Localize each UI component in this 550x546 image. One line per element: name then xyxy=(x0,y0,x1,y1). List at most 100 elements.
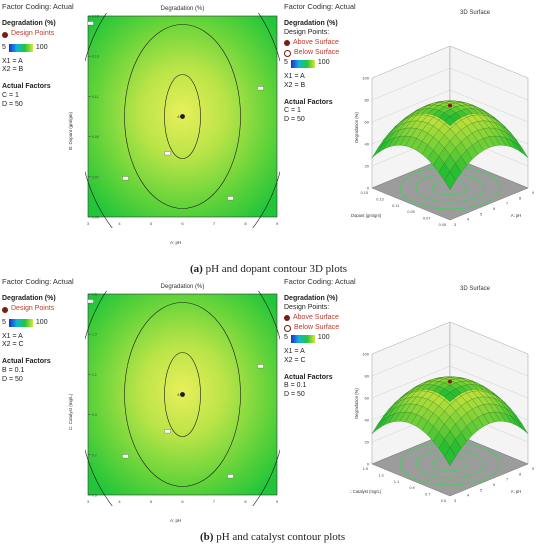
gradient-bar xyxy=(8,44,33,53)
actual-factor-2: D = 50 xyxy=(2,375,23,383)
x-tick-label: 6 xyxy=(493,483,495,487)
gradient-max: 100 xyxy=(35,318,48,326)
color-gradient-legend: 5 100 xyxy=(284,334,364,343)
gradient-max: 100 xyxy=(317,59,330,67)
x-tick-label: 8 xyxy=(244,499,247,504)
x2-mapping: X2 = B xyxy=(2,66,24,74)
y-tick-label: 0.09 xyxy=(407,210,414,214)
y-tick-label: 0.13 xyxy=(376,197,383,201)
z-tick-label: 40 xyxy=(365,142,370,147)
x-tick-label: 8 xyxy=(244,221,247,226)
y-tick-label: 1.1 xyxy=(394,480,399,484)
y-tick-label: 1.1 xyxy=(92,373,97,377)
x-tick-label: 6 xyxy=(493,207,495,211)
x-axis-title: A: pH xyxy=(511,213,521,218)
y-tick-label: 1.3 xyxy=(92,333,97,337)
color-gradient-legend: 5 100 xyxy=(284,59,364,68)
design-point-label: 6 xyxy=(178,115,180,119)
gradient-min: 5 xyxy=(284,59,288,67)
contour-value-box xyxy=(122,454,129,459)
z-tick-label: 80 xyxy=(365,374,370,379)
x-tick-label: 7 xyxy=(506,478,508,482)
contour-line xyxy=(124,302,241,487)
actual-factors-label: Actual Factors xyxy=(284,98,333,106)
x-tick-label: 9 xyxy=(276,499,279,504)
design-points-header: Design Points: xyxy=(284,304,330,312)
z-axis-title: Degradation (%) xyxy=(354,112,359,143)
z-grid-line xyxy=(371,321,529,355)
contour-value-box xyxy=(164,429,171,434)
actual-factor-1: B = 0.1 xyxy=(2,366,25,374)
below-surface-marker-icon xyxy=(284,324,291,332)
x-tick-label: 4 xyxy=(118,221,121,226)
x2-mapping: X2 = C xyxy=(2,341,24,349)
x-tick-label: 3 xyxy=(87,499,90,504)
gradient-bar xyxy=(8,319,33,328)
design-point-label: 6 xyxy=(178,393,180,397)
x-tick-label: 5 xyxy=(480,488,482,492)
z-grid-line xyxy=(371,343,529,377)
surface-facet xyxy=(444,392,456,402)
y-tick-label: 0.07 xyxy=(423,217,430,221)
actual-factors-label: Actual Factors xyxy=(284,373,333,381)
contour-value-box xyxy=(257,364,264,369)
z-grid-line xyxy=(371,67,529,101)
y-tick-label: 0.15 xyxy=(92,15,99,19)
y-tick-label: 1.3 xyxy=(378,473,383,477)
above-surface-marker-icon xyxy=(284,40,290,47)
x1-mapping: X1 = A xyxy=(2,332,23,340)
z-tick-label: 0 xyxy=(367,186,370,191)
factor-coding-label: Factor Coding: Actual xyxy=(2,2,74,11)
design-point-marker-icon xyxy=(2,31,8,38)
caption-b: (b) pH and catalyst contour plots xyxy=(200,531,345,543)
design-points-legend: Design Points xyxy=(2,30,84,39)
design-points-header: Design Points: xyxy=(284,29,330,37)
x-tick-label: 6 xyxy=(181,221,184,226)
z-tick-label: 100 xyxy=(362,76,369,81)
contour-b-sidebar: Factor Coding: Actual Degradation (%) De… xyxy=(2,277,84,384)
design-point-above xyxy=(448,103,452,108)
y-tick-label: 0.13 xyxy=(92,55,99,59)
design-point-marker-icon xyxy=(2,306,8,313)
x-tick-label: 7 xyxy=(213,499,216,504)
z-tick-label: 0 xyxy=(367,462,370,467)
contour-value-box xyxy=(87,21,94,26)
caption-b-letter: (b) xyxy=(200,531,214,543)
contour-value-box xyxy=(227,196,234,201)
surface-a-title: 3D Surface xyxy=(459,10,490,16)
y-axis-title: C: Catalyst (mg/L) xyxy=(350,489,382,494)
actual-factors-label: Actual Factors xyxy=(2,358,51,366)
caption-a-text: pH and dopant contour 3D plots xyxy=(205,263,348,275)
y-tick-label: 0.11 xyxy=(392,204,399,208)
caption-a: (a) pH and dopant contour 3D plots xyxy=(190,263,347,275)
y-tick-label: 1.5 xyxy=(363,467,368,471)
contour-value-box xyxy=(257,86,264,91)
y-tick-label: 0.9 xyxy=(410,486,415,490)
gradient-bar xyxy=(290,59,315,68)
x-axis-title: A: pH xyxy=(511,489,521,494)
x-tick-label: 5 xyxy=(480,212,482,216)
actual-factor-2: D = 50 xyxy=(2,100,23,108)
design-point-above xyxy=(448,379,452,384)
x-tick-label: 3 xyxy=(454,223,456,227)
design-point xyxy=(180,392,185,397)
below-surface-label: Below Surface xyxy=(294,323,340,331)
contour-line xyxy=(164,352,201,437)
y-tick-label: 0.5 xyxy=(92,494,97,498)
plot-background xyxy=(87,293,278,496)
z-tick-label: 20 xyxy=(365,440,370,445)
z-tick-label: 60 xyxy=(365,396,370,401)
factor-coding-label: Factor Coding: Actual xyxy=(2,277,74,286)
contour-line xyxy=(124,24,241,209)
contour-b-xlabel: A: pH xyxy=(170,518,182,523)
gradient-min: 5 xyxy=(284,334,288,342)
above-surface-legend: Above Surface xyxy=(284,314,364,323)
z-axis-title: Degradation (%) xyxy=(354,388,359,419)
x-tick-label: 3 xyxy=(87,221,90,226)
z-grid-line xyxy=(371,45,529,79)
z-tick-label: 40 xyxy=(365,418,370,423)
above-surface-legend: Above Surface xyxy=(284,39,364,48)
z-tick-label: 60 xyxy=(365,120,370,125)
surface-plot-a: 0 20 40 60 80 100 3 4 5 6 7 8 9 0.05 0.07 0.09 0.11 0.13 0… xyxy=(350,45,534,227)
factor-coding-label: Factor Coding: Actual xyxy=(284,277,356,286)
